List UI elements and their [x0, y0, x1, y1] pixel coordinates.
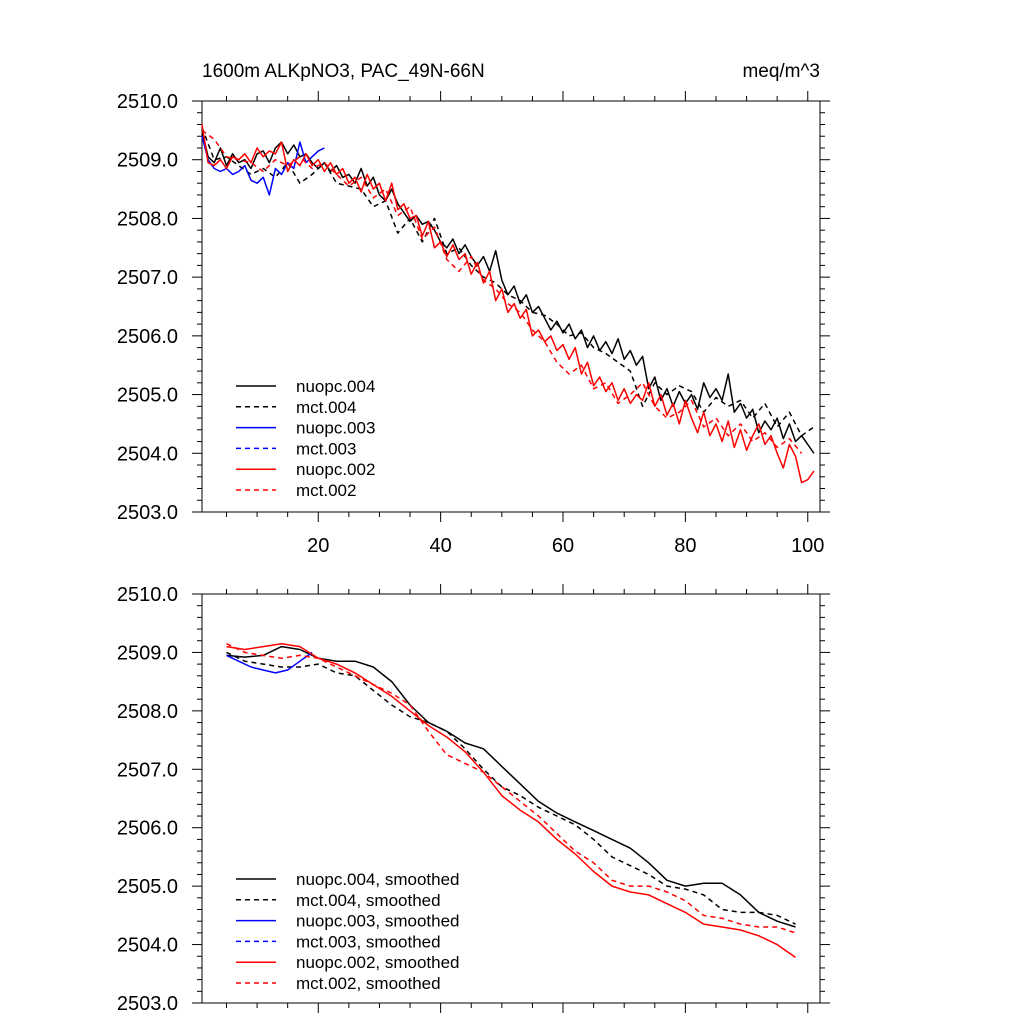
- legend-label: nuopc.002, smoothed: [296, 953, 460, 972]
- series-line-mct-002-smoothed: [226, 643, 796, 934]
- y-tick-label: 2510.0: [117, 584, 178, 606]
- legend-label: mct.002, smoothed: [296, 974, 441, 993]
- series-line-nuopc-003: [201, 136, 325, 196]
- y-tick-label: 2503.0: [117, 993, 178, 1015]
- x-tick-label: 60: [552, 535, 574, 557]
- top-panel: 20 40 60 80 100 2503.0 2504.0 2505.0 2506.0 2507.…: [117, 61, 830, 557]
- y-tick-label: 2507.0: [117, 267, 178, 289]
- chart-title: 1600m ALKpNO3, PAC_49N-66N: [202, 61, 485, 82]
- legend-label: mct.004: [296, 398, 356, 417]
- y-tick-label: 2506.0: [117, 818, 178, 840]
- y-tick-label: 2509.0: [117, 642, 178, 664]
- legend-label: mct.003: [296, 439, 356, 458]
- legend-label: nuopc.002: [296, 460, 375, 479]
- legend-label: nuopc.004, smoothed: [296, 870, 460, 889]
- y-tick-label: 2508.0: [117, 208, 178, 230]
- y-tick-label: 2505.0: [117, 385, 178, 407]
- series-line-mct-004: [201, 127, 815, 437]
- y-tick-label: 2503.0: [117, 502, 178, 524]
- x-tick-label: 40: [430, 535, 452, 557]
- y-tick-label: 2509.0: [117, 150, 178, 172]
- x-tick-label: 100: [791, 535, 824, 557]
- bottom-panel: 2503.0 2504.0 2505.0 2506.0 2507.0 2508.0 2509…: [117, 584, 830, 1015]
- y-tick-label: 2504.0: [117, 935, 178, 957]
- y-tick-label: 2507.0: [117, 759, 178, 781]
- legend-label: nuopc.003, smoothed: [296, 912, 460, 931]
- y-tick-label: 2508.0: [117, 701, 178, 723]
- series-line-nuopc-002-smoothed: [226, 642, 796, 959]
- plot-frame: [201, 100, 821, 513]
- y-tick-label: 2506.0: [117, 326, 178, 348]
- y-tick-label: 2505.0: [117, 876, 178, 898]
- y-tick-label: 2510.0: [117, 91, 178, 113]
- x-tick-label: 80: [674, 535, 696, 557]
- legend-label: nuopc.003: [296, 419, 375, 438]
- legend-label: mct.003, smoothed: [296, 932, 441, 951]
- series-line-nuopc-003-smoothed: [226, 651, 313, 674]
- x-tick-label: 20: [307, 535, 329, 557]
- legend-label: nuopc.004: [296, 377, 375, 396]
- legend-label: mct.004, smoothed: [296, 891, 441, 910]
- chart-units: meq/m^3: [742, 61, 820, 82]
- series-line-nuopc-002: [201, 124, 815, 484]
- legend-label: mct.002: [296, 481, 356, 500]
- y-tick-label: 2504.0: [117, 443, 178, 465]
- plot-frame: [201, 593, 821, 1004]
